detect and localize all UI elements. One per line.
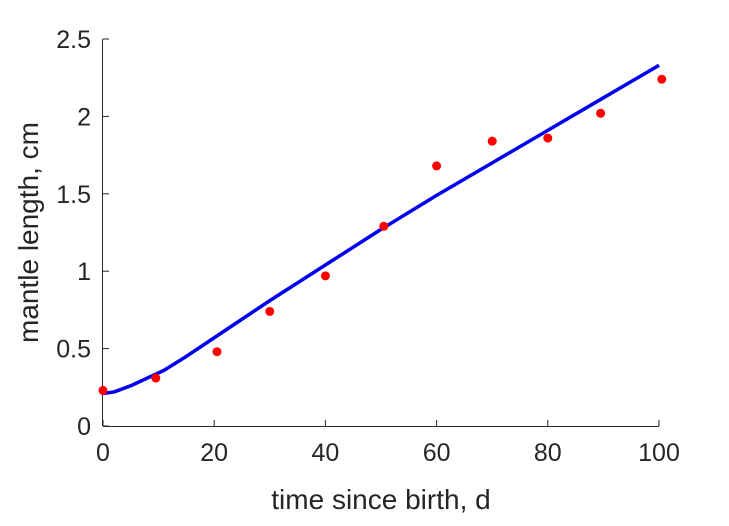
x-tick-label: 0	[96, 439, 110, 467]
data-point	[265, 306, 275, 316]
x-tick-label: 80	[534, 439, 562, 467]
y-tick-label: 0.5	[56, 336, 91, 364]
y-tick-label: 2	[77, 103, 91, 131]
y-tick-label: 2.5	[56, 26, 91, 54]
y-tick-label: 1	[77, 258, 91, 286]
axes	[102, 39, 659, 427]
plot-area	[98, 63, 667, 396]
data-point	[543, 133, 553, 143]
data-point	[151, 373, 161, 383]
x-axis-label: time since birth, d	[271, 484, 490, 515]
data-point	[432, 161, 442, 171]
x-tick-label: 60	[423, 439, 451, 467]
data-point	[320, 271, 330, 281]
y-tick-label: 0	[77, 413, 91, 441]
data-point	[596, 108, 606, 118]
y-tick-label: 1.5	[56, 181, 91, 209]
ticks: 0 20 40 60 80 100 0 0.5 1 1.5 2 2.5	[56, 26, 680, 467]
data-point	[657, 74, 667, 84]
x-tick-label: 40	[311, 439, 339, 467]
data-point	[212, 347, 222, 357]
y-axis-label: mantle length, cm	[13, 122, 44, 343]
data-point	[98, 385, 108, 395]
fit-line	[102, 63, 660, 396]
data-point	[379, 221, 389, 231]
x-tick-label: 20	[200, 439, 228, 467]
data-point	[487, 136, 497, 146]
x-tick-label: 100	[638, 439, 680, 467]
